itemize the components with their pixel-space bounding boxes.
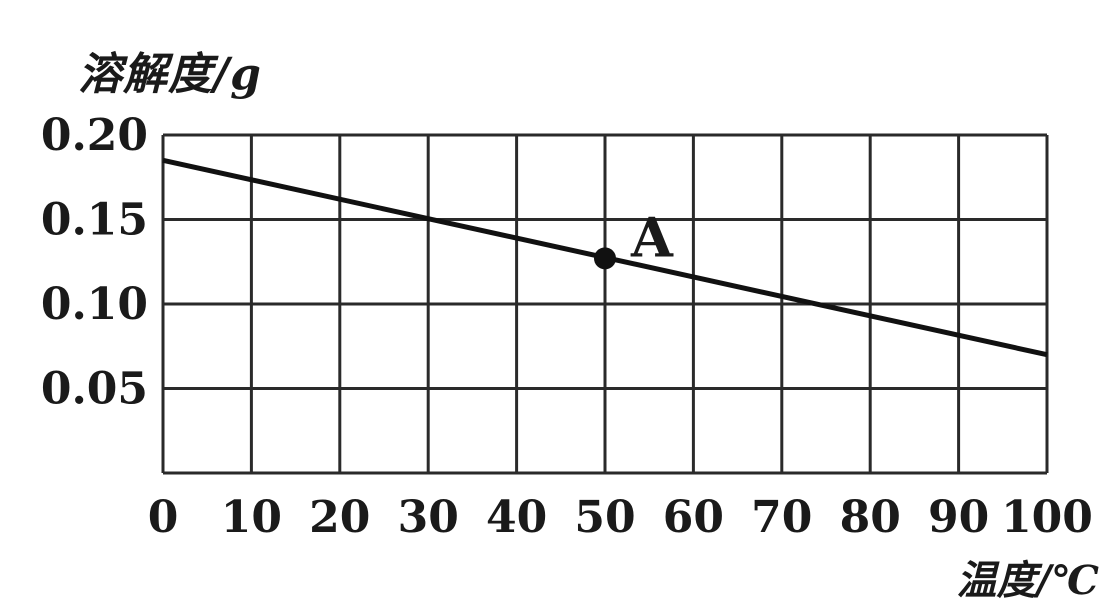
- x-tick-label: 90: [928, 492, 989, 543]
- point-label: A: [630, 205, 674, 269]
- x-tick-label: 60: [663, 492, 724, 543]
- x-tick-labels: 0 10 20 30 40 50 60 70 80 90 100: [148, 492, 1093, 543]
- x-tick-label: 20: [309, 492, 370, 543]
- y-tick-label: 0.15: [41, 195, 148, 246]
- x-tick-label: 40: [486, 492, 547, 543]
- x-tick-label: 100: [1001, 492, 1093, 543]
- y-axis-label: 溶解度/g: [78, 49, 262, 100]
- x-tick-label: 70: [751, 492, 812, 543]
- x-axis-label: 温度/℃: [956, 557, 1099, 604]
- y-tick-label: 0.20: [41, 110, 148, 161]
- x-tick-label: 10: [221, 492, 282, 543]
- x-tick-label: 0: [148, 492, 179, 543]
- grid: [161, 133, 1049, 475]
- points-layer: A: [594, 205, 674, 270]
- y-tick-labels: 0.05 0.10 0.15 0.20: [41, 110, 148, 415]
- point-marker: [594, 247, 616, 270]
- y-tick-label: 0.10: [41, 279, 148, 330]
- x-tick-label: 50: [574, 492, 635, 543]
- x-tick-label: 30: [398, 492, 459, 543]
- x-tick-label: 80: [840, 492, 901, 543]
- y-tick-label: 0.05: [41, 364, 148, 415]
